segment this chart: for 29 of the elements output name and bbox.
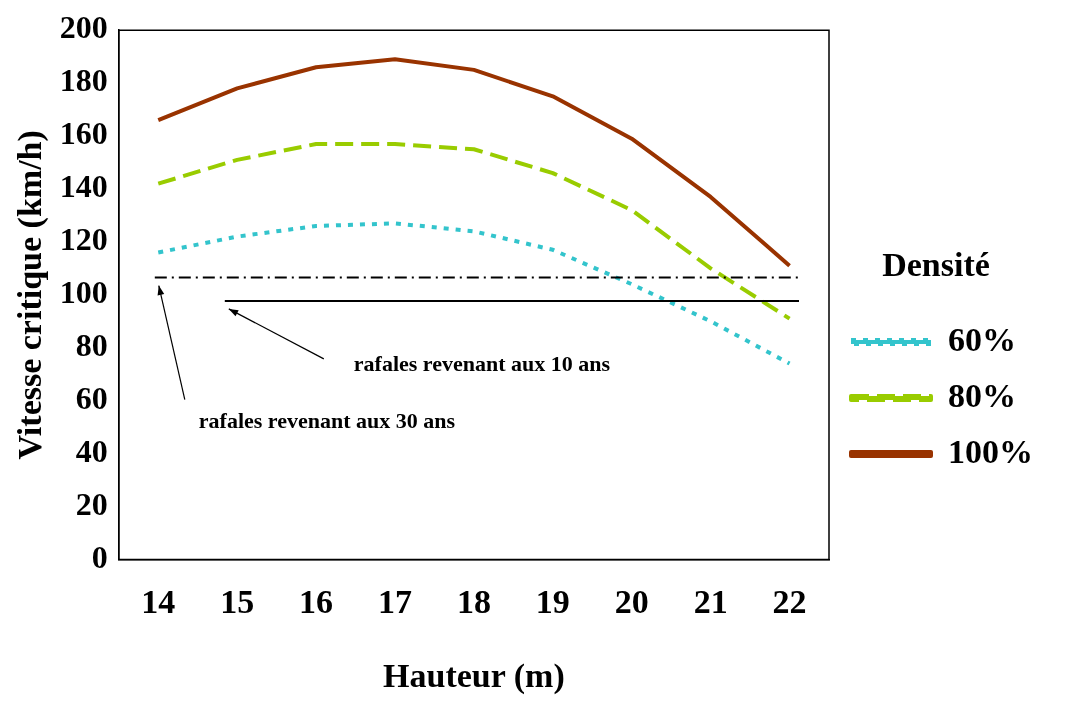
y-tick-label: 40	[75, 432, 108, 469]
y-tick-label: 160	[59, 115, 108, 152]
y-tick-label: 0	[91, 538, 108, 575]
y-tick-label: 60	[75, 379, 108, 416]
ref-line-label: rafales revenant aux 30 ans	[198, 407, 456, 433]
y-tick-label: 200	[59, 9, 108, 46]
legend-label: 100%	[948, 432, 1033, 470]
x-tick-label: 22	[772, 582, 807, 620]
x-tick-label: 15	[220, 582, 255, 620]
x-axis-title: Hauteur (m)	[383, 657, 565, 696]
line-series	[156, 141, 792, 321]
x-tick-label: 19	[535, 582, 570, 620]
y-axis-title: Vitesse critique (km/h)	[11, 130, 50, 460]
x-tick-label: 18	[456, 582, 491, 620]
y-tick-label: 140	[59, 168, 108, 205]
x-tick-label: 21	[693, 582, 728, 620]
y-tick-label: 120	[59, 221, 108, 258]
x-tick-label: 17	[377, 582, 412, 620]
legend-label: 60%	[948, 320, 1016, 358]
y-tick-label: 100	[59, 274, 108, 311]
x-tick-label: 14	[141, 582, 176, 620]
legend-title: Densité	[882, 245, 990, 283]
ref-line-label: rafales revenant aux 10 ans	[353, 350, 611, 376]
y-tick-label: 80	[75, 326, 108, 363]
y-tick-label: 20	[75, 485, 108, 522]
x-tick-label: 16	[299, 582, 334, 620]
legend-label: 80%	[948, 376, 1016, 414]
y-tick-label: 180	[59, 62, 108, 99]
x-tick-label: 20	[614, 582, 649, 620]
